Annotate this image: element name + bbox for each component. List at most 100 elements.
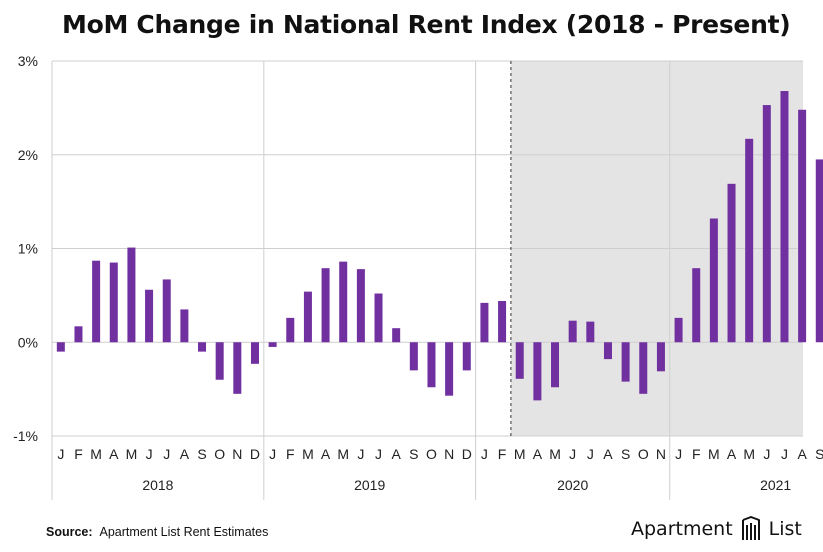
bar — [551, 342, 560, 388]
bar — [586, 321, 595, 343]
month-tick-label: F — [692, 446, 701, 462]
bar — [656, 342, 665, 372]
month-tick-label: N — [444, 446, 454, 462]
bar — [339, 261, 348, 343]
month-tick-label: S — [409, 446, 418, 462]
month-tick-label: D — [462, 446, 472, 462]
month-tick-label: A — [727, 446, 737, 462]
month-tick-label: J — [481, 446, 488, 462]
month-tick-label: A — [321, 446, 331, 462]
month-tick-label: O — [638, 446, 649, 462]
chart-title: MoM Change in National Rent Index (2018 … — [62, 10, 791, 39]
month-tick-label: M — [337, 446, 349, 462]
bar — [303, 291, 312, 343]
bar — [815, 159, 823, 343]
year-label: 2021 — [760, 477, 791, 493]
bar — [745, 138, 754, 343]
month-tick-label: O — [214, 446, 225, 462]
month-tick-label: M — [743, 446, 755, 462]
month-tick-label: M — [90, 446, 102, 462]
year-label: 2020 — [557, 477, 588, 493]
bar — [621, 342, 630, 382]
bar — [392, 328, 401, 343]
y-tick-label: -1% — [13, 428, 38, 444]
source-text: Apartment List Rent Estimates — [99, 525, 269, 539]
month-tick-label: A — [180, 446, 190, 462]
bar — [145, 289, 154, 343]
month-tick-label: J — [587, 446, 594, 462]
month-tick-label: N — [656, 446, 666, 462]
bar — [515, 342, 524, 379]
bar — [568, 320, 577, 343]
bar — [727, 183, 736, 343]
month-tick-label: J — [146, 446, 153, 462]
month-tick-label: O — [426, 446, 437, 462]
month-tick-label: M — [302, 446, 314, 462]
month-tick-label: S — [621, 446, 630, 462]
bar — [798, 109, 807, 343]
month-tick-label: A — [392, 446, 402, 462]
month-tick-label: M — [549, 446, 561, 462]
bar — [109, 262, 118, 343]
bar — [498, 301, 507, 343]
y-tick-label: 0% — [18, 334, 38, 350]
bar — [639, 342, 648, 394]
month-tick-label: S — [197, 446, 206, 462]
bar — [674, 317, 683, 343]
source-note: Source: Apartment List Rent Estimates — [46, 525, 268, 539]
bar — [215, 342, 224, 380]
month-tick-label: A — [109, 446, 119, 462]
brand-name-left: Apartment — [631, 518, 733, 540]
bar — [198, 342, 207, 352]
brand-name-right: List — [768, 518, 802, 540]
bar — [127, 247, 136, 343]
month-tick-label: J — [269, 446, 276, 462]
month-tick-label: S — [815, 446, 823, 462]
bar — [233, 342, 242, 394]
bar — [92, 260, 101, 343]
bar — [180, 309, 189, 343]
bar — [268, 342, 277, 347]
bar — [462, 342, 471, 371]
bar — [603, 342, 612, 360]
month-tick-label: J — [781, 446, 788, 462]
month-tick-label: J — [163, 446, 170, 462]
bar — [374, 293, 383, 343]
month-tick-label: J — [569, 446, 576, 462]
month-tick-label: F — [498, 446, 507, 462]
month-tick-label: N — [232, 446, 242, 462]
bar — [162, 279, 171, 343]
year-label: 2018 — [142, 477, 173, 493]
bar — [533, 342, 542, 401]
month-tick-label: M — [126, 446, 138, 462]
bar — [762, 105, 771, 343]
month-tick-label: J — [357, 446, 364, 462]
month-tick-label: D — [250, 446, 260, 462]
month-tick-label: A — [533, 446, 543, 462]
bar — [780, 91, 789, 343]
year-label: 2019 — [354, 477, 385, 493]
bar — [321, 268, 330, 343]
month-tick-label: J — [675, 446, 682, 462]
bar — [286, 317, 295, 343]
month-tick-label: J — [763, 446, 770, 462]
y-tick-label: 2% — [18, 147, 38, 163]
apartment-list-logo-icon — [741, 516, 760, 540]
month-tick-label: M — [514, 446, 526, 462]
month-tick-label: J — [375, 446, 382, 462]
bar — [74, 326, 83, 343]
month-tick-label: A — [797, 446, 807, 462]
bar — [250, 342, 259, 364]
bar — [409, 342, 418, 371]
bar — [56, 342, 65, 352]
bar — [356, 269, 365, 343]
month-tick-label: F — [286, 446, 295, 462]
bar — [692, 268, 701, 343]
month-tick-label: A — [603, 446, 613, 462]
brand-logo: Apartment List — [631, 516, 802, 542]
bar — [709, 218, 718, 343]
month-tick-label: F — [74, 446, 83, 462]
bar — [445, 342, 454, 396]
y-tick-label: 3% — [18, 53, 38, 69]
